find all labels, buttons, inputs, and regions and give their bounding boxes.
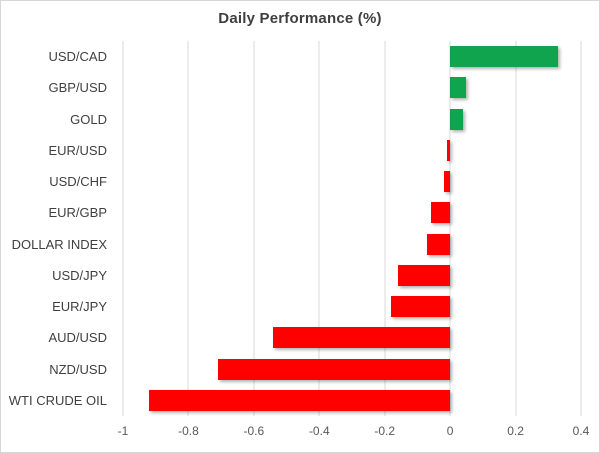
x-tick-label: 0 (446, 424, 454, 438)
bar-eur-usd (446, 139, 451, 161)
category-label: EUR/JPY (52, 299, 107, 314)
gridline (449, 41, 451, 416)
gridline (187, 41, 189, 416)
category-label: EUR/GBP (48, 205, 107, 221)
chart-title: Daily Performance (%) (218, 10, 382, 27)
bar-usd-jpy (397, 264, 451, 286)
bar-dollar-index (427, 233, 451, 255)
bar-nzd-usd (217, 358, 451, 380)
x-tick-label: -0.6 (243, 424, 265, 438)
gridline (318, 41, 320, 416)
bar-usd-chf (443, 171, 451, 193)
x-tick-label: -0.8 (178, 424, 199, 438)
bar-gold (450, 108, 464, 130)
x-tick-label: 0.4 (572, 424, 590, 438)
category-label: DOLLAR INDEX (11, 236, 107, 252)
x-tick-label: -1 (117, 424, 129, 438)
category-label: EUR/USD (48, 142, 107, 158)
bar-eur-gbp (430, 202, 451, 224)
category-label: WTI CRUDE OIL (8, 392, 107, 408)
x-tick-label: -0.2 (374, 424, 396, 438)
category-label: NZD/USD (49, 361, 107, 377)
gridline (580, 41, 582, 416)
gridline (515, 41, 517, 416)
bar-wti-crude-oil (149, 389, 451, 411)
category-label: USD/JPY (52, 267, 107, 283)
x-tick-label: -0.4 (308, 424, 330, 438)
gridline (122, 41, 124, 416)
value-axis: -1 -0.8 -0.6 -0.4 -0.2 0 0.2 0.4 (118, 424, 590, 444)
bar-eur-jpy (391, 296, 451, 318)
category-label: AUD/USD (48, 330, 107, 346)
category-label: GOLD (70, 111, 107, 127)
bar-aud-usd (273, 327, 451, 349)
category-label: USD/CAD (48, 49, 107, 64)
category-label: USD/CHF (49, 174, 107, 189)
category-axis: USD/CAD GBP/USD GOLD EUR/USD USD/CHF EUR/GBP D… (1, 41, 107, 416)
category-label: GBP/USD (48, 80, 107, 96)
plot-area (122, 41, 582, 416)
x-tick-label: 0.2 (507, 424, 524, 438)
bar-usd-cad (450, 46, 559, 68)
gridline (384, 41, 386, 416)
bar-gbp-usd (450, 77, 467, 99)
gridline (253, 41, 255, 416)
